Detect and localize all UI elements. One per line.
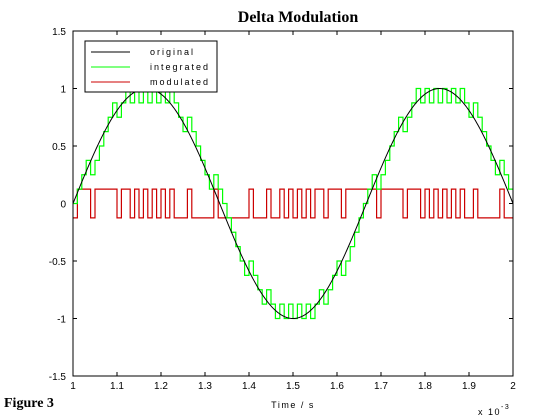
x-tick-label: 1.7 (374, 381, 388, 392)
legend-label-original: original (150, 47, 195, 57)
legend: original integrated modulated (84, 40, 218, 93)
x-tick-label: 1.2 (154, 381, 168, 392)
y-tick-label: -1 (57, 315, 66, 326)
y-tick-label: 1.5 (52, 27, 66, 38)
y-tick-label: 0.5 (52, 142, 66, 153)
y-tick-label: -0.5 (49, 257, 67, 268)
y-tick-label: 0 (60, 200, 66, 211)
y-tick-label: -1.5 (49, 372, 67, 383)
x-tick-label: 1.9 (462, 381, 476, 392)
plot-frame (72, 30, 514, 377)
x-tick-label: 1.4 (242, 381, 256, 392)
legend-label-modulated: modulated (150, 77, 210, 87)
x-axis-multiplier: x 10-3 (478, 404, 510, 417)
legend-label-integrated: integrated (150, 62, 210, 72)
figure-label: Figure 3 (4, 396, 54, 411)
x-tick-label: 1 (70, 381, 76, 392)
y-tick-label: 1 (60, 85, 66, 96)
chart-title: Delta Modulation (238, 9, 359, 26)
x-axis-label: Time / s (271, 400, 315, 410)
series-modulated-line (73, 188, 513, 219)
x-tick-label: 1.3 (198, 381, 212, 392)
x-tick-label: 1.5 (286, 381, 300, 392)
x-tick-label: 1.6 (330, 381, 344, 392)
x-tick-label: 1.8 (418, 381, 432, 392)
x-tick-label: 1.1 (110, 381, 124, 392)
x-tick-label: 2 (510, 381, 516, 392)
